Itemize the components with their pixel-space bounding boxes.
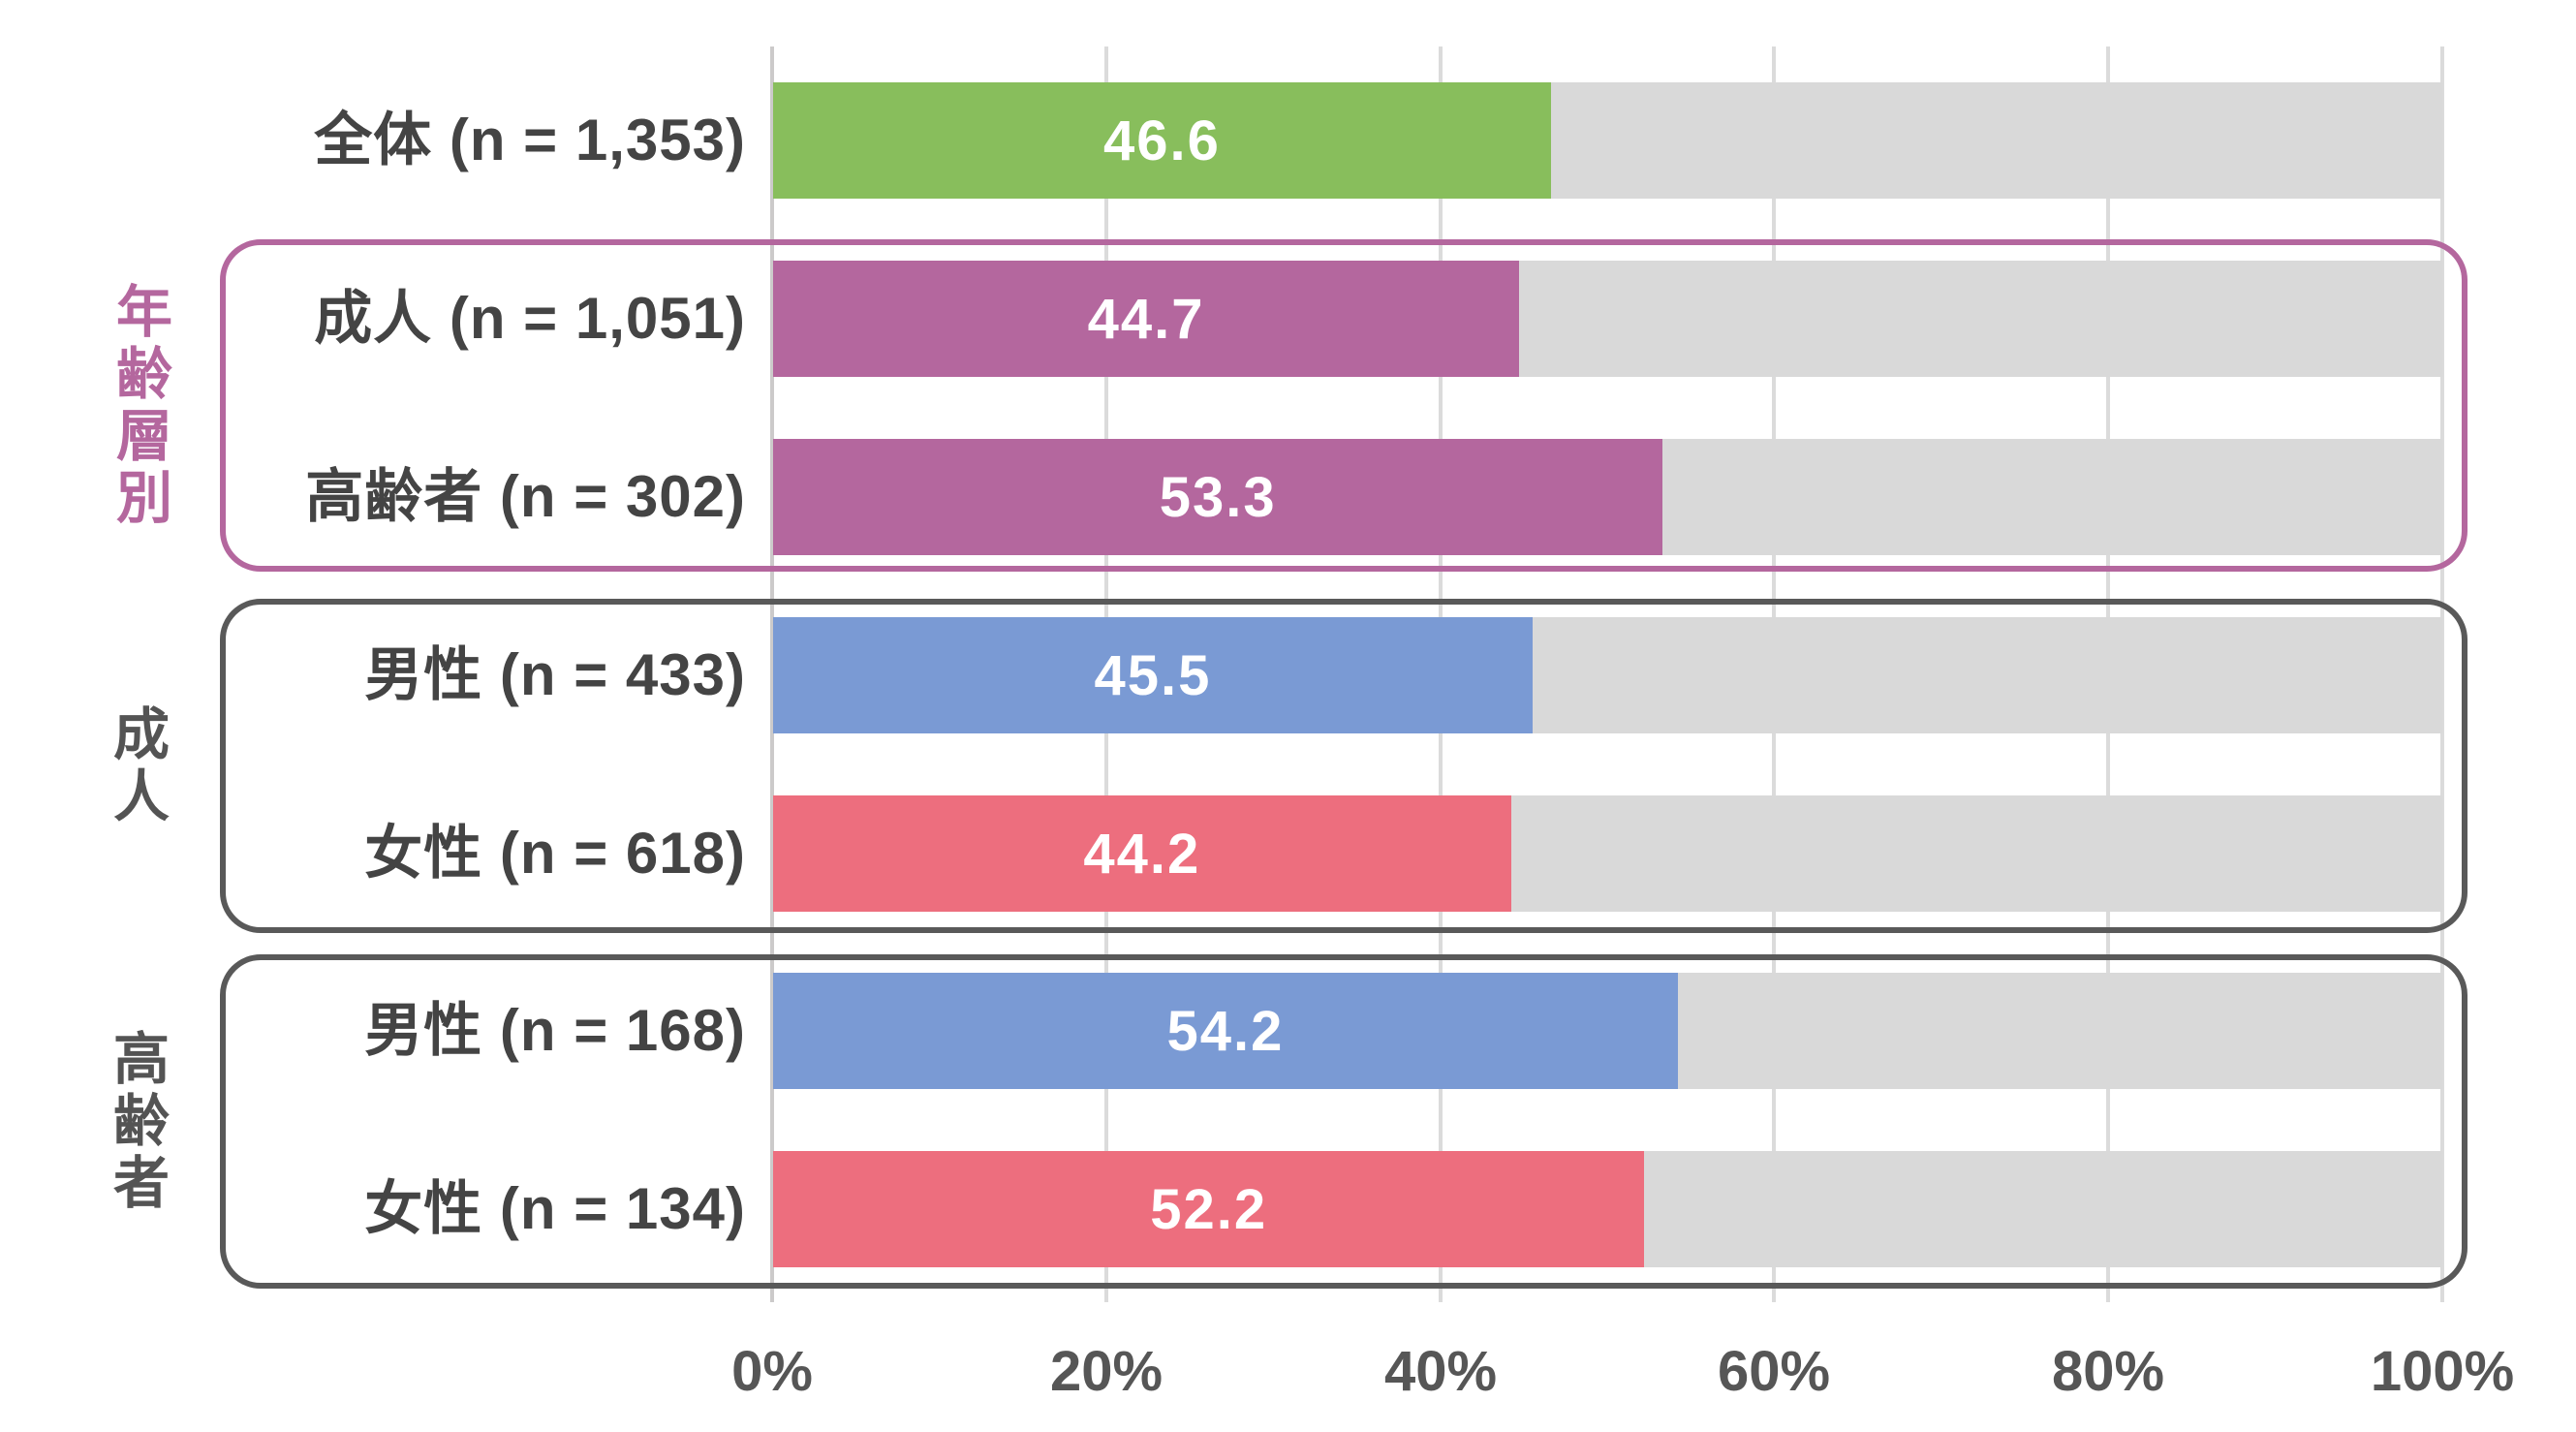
bar-track: 52.2 [773,1151,2442,1267]
group-label-elderly: 高齢者 [105,1028,168,1215]
gridline-0pct [770,47,774,1302]
bar-track: 54.2 [773,973,2442,1089]
bar-adult-male: 45.5 [773,617,1533,733]
bar-value-label: 44.7 [1087,287,1205,351]
group-box-age-strata [220,239,2467,572]
group-label-adult: 成人 [105,703,168,828]
axis-tick-label: 80% [2051,1340,2165,1403]
chart-row: 全体 (n = 1,353) 46.6 [0,82,2576,199]
group-box-elderly [220,954,2467,1289]
bar-elderly-female: 52.2 [773,1151,1645,1267]
axis-tick-label: 40% [1383,1340,1498,1403]
bar-elderly-male: 54.2 [773,973,1678,1089]
bar-value-label: 45.5 [1094,643,1212,707]
bar-value-label: 46.6 [1103,109,1221,172]
axis-tick-label: 60% [1717,1340,1831,1403]
bar-elderly: 53.3 [773,439,1663,555]
chart-row: 女性 (n = 134) 52.2 [0,1151,2576,1267]
bar-value-label: 52.2 [1150,1177,1268,1241]
bar-value-label: 53.3 [1159,465,1277,529]
bar-track: 53.3 [773,439,2442,555]
category-label: 全体 (n = 1,353) [314,108,746,172]
bar-adult-female: 44.2 [773,795,1511,912]
category-label: 男性 (n = 168) [364,998,746,1063]
chart-row: 高齢者 (n = 302) 53.3 [0,439,2576,555]
group-box-adult [220,599,2467,933]
chart-row: 女性 (n = 618) 44.2 [0,795,2576,912]
bar-track: 45.5 [773,617,2442,733]
category-label: 女性 (n = 618) [364,821,746,886]
bar-value-label: 44.2 [1083,822,1201,886]
chart-row: 男性 (n = 168) 54.2 [0,973,2576,1089]
category-label: 男性 (n = 433) [364,642,746,707]
bar-value-label: 54.2 [1166,999,1285,1063]
category-label: 成人 (n = 1,051) [314,286,746,351]
gridline-100pct [2440,47,2444,1302]
bar-track: 44.2 [773,795,2442,912]
group-label-age-strata: 年齢層別 [108,281,171,530]
chart-row: 成人 (n = 1,051) 44.7 [0,261,2576,377]
axis-tick-label: 20% [1049,1340,1164,1403]
bar-adult: 44.7 [773,261,1520,377]
bar-total: 46.6 [773,82,1551,199]
chart-row: 男性 (n = 433) 45.5 [0,617,2576,733]
category-label: 女性 (n = 134) [364,1176,746,1241]
axis-tick-label: 0% [731,1340,813,1403]
bar-track: 44.7 [773,261,2442,377]
axis-tick-label: 100% [2370,1340,2515,1403]
bar-track: 46.6 [773,82,2442,199]
category-label: 高齢者 (n = 302) [305,464,746,529]
